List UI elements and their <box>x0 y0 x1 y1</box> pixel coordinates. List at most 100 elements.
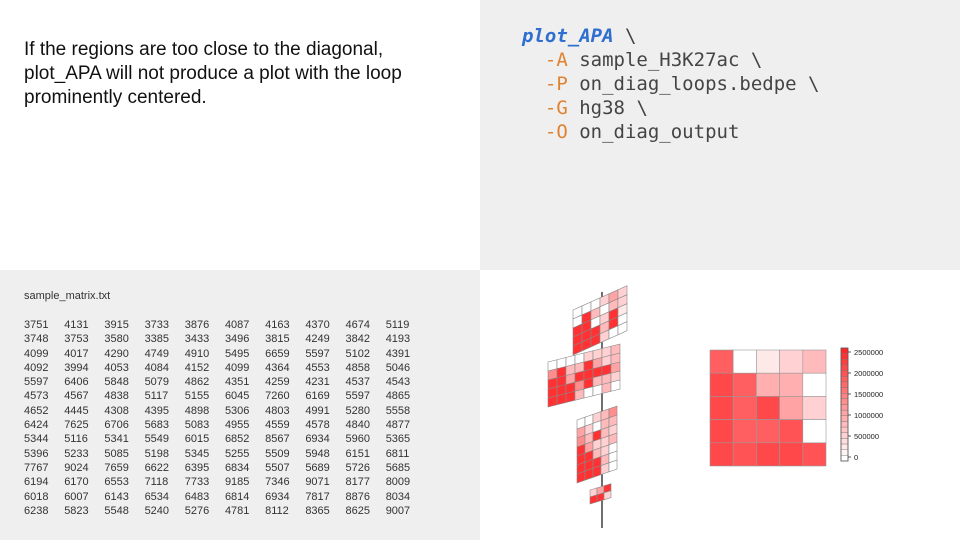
matrix-cell: 5365 <box>385 433 411 446</box>
colorbar-step <box>840 364 849 371</box>
colorbar-step <box>840 370 849 377</box>
matrix-cell: 4910 <box>184 347 210 360</box>
colorbar-step <box>840 426 849 433</box>
matrix-cell: 4865 <box>385 390 411 403</box>
apa-heatmap-cell <box>732 396 757 420</box>
matrix-cell: 4553 <box>305 361 330 374</box>
matrix-cell: 4193 <box>385 333 411 346</box>
matrix-cell: 6553 <box>104 476 129 489</box>
matrix-cell: 6169 <box>305 390 330 403</box>
apa-heatmap-cell <box>709 372 734 397</box>
matrix-cell: 4559 <box>265 419 290 432</box>
flag-o: -O <box>544 121 568 143</box>
apa-heatmap-cell <box>709 396 734 420</box>
flag-p: -P <box>544 73 568 95</box>
apa-heatmap-cell <box>732 349 757 374</box>
apa-heatmap-cell <box>756 442 780 467</box>
colorbar-step <box>840 392 849 400</box>
matrix-cell: 4567 <box>64 390 89 403</box>
matrix-cell: 3496 <box>224 333 250 346</box>
arg-a-value: sample_H3K27ac <box>579 49 740 71</box>
matrix-cell: 5079 <box>144 376 170 389</box>
matrix-cell: 5597 <box>345 390 370 403</box>
matrix-cell: 5085 <box>104 447 129 460</box>
matrix-table: 3751 4131 3915 3733 3876 4087 4163 4370 4674 5119… <box>21 318 423 518</box>
colorbar-step <box>840 387 849 394</box>
command-panel: plot_APA \ -A sample_H3K27ac \ -P on_dia… <box>480 0 960 270</box>
matrix-cell: 4858 <box>345 361 370 374</box>
colorbar-step <box>840 449 849 456</box>
matrix-cell: 4092 <box>24 361 49 374</box>
matrix-cell: 5276 <box>184 504 210 517</box>
colorbar-tick-label: 1000000 <box>854 411 883 420</box>
arg-o-value: on_diag_output <box>579 121 740 143</box>
matrix-cell: 6534 <box>144 490 170 503</box>
diagonal-tile <box>610 379 621 392</box>
matrix-cell: 5683 <box>144 419 170 432</box>
colorbar-step <box>840 398 849 405</box>
matrix-cell: 6395 <box>184 461 210 474</box>
apa-heatmap-cell <box>802 442 827 467</box>
apa-heatmap-cell <box>802 419 827 444</box>
matrix-cell: 4351 <box>224 376 250 389</box>
matrix-cell: 6424 <box>24 419 49 432</box>
matrix-cell: 6143 <box>104 490 129 503</box>
matrix-cell: 3385 <box>144 333 170 346</box>
apa-heatmap-cell <box>779 419 804 444</box>
matrix-cell: 5548 <box>104 504 129 517</box>
matrix-cell: 5345 <box>184 447 210 460</box>
apa-heatmap-cell <box>779 349 804 374</box>
matrix-row: 6238 5823 5548 5240 5276 4781 8112 8365 8625 9007 <box>21 504 423 518</box>
apa-heatmap-cell <box>802 372 827 397</box>
apa-heatmap-cell <box>732 372 757 397</box>
matrix-cell: 6852 <box>224 433 250 446</box>
matrix-cell: 5960 <box>345 433 370 446</box>
matrix-cell: 6811 <box>385 447 410 460</box>
matrix-cell: 4308 <box>104 404 129 417</box>
matrix-cell: 6015 <box>184 433 210 446</box>
matrix-cell: 7625 <box>64 419 89 432</box>
apa-figure-panel: 2500000 2000000 1500000 1000000 500000 0 <box>480 270 960 540</box>
flag-a: -A <box>544 49 568 71</box>
matrix-cell: 8365 <box>305 504 330 517</box>
matrix-cell: 4445 <box>64 404 89 417</box>
matrix-cell: 5396 <box>24 447 49 460</box>
matrix-cell: 5558 <box>385 404 411 417</box>
matrix-cell: 5685 <box>385 461 411 474</box>
matrix-cell: 8625 <box>345 504 370 517</box>
diagonal-tile <box>583 386 594 399</box>
matrix-cell: 4898 <box>184 404 210 417</box>
matrix-cell: 8034 <box>385 490 411 503</box>
matrix-cell: 5495 <box>224 347 250 360</box>
colorbar-step <box>840 443 849 450</box>
matrix-cell: 6934 <box>305 433 330 446</box>
matrix-cell: 5083 <box>184 419 210 432</box>
matrix-cell: 3815 <box>265 333 290 346</box>
matrix-cell: 5341 <box>104 433 129 446</box>
colorbar-step <box>840 359 849 366</box>
matrix-cell: 8876 <box>345 490 370 503</box>
matrix-cell: 9071 <box>305 476 330 489</box>
matrix-cell: 7733 <box>184 476 210 489</box>
matrix-cell: 4840 <box>345 419 370 432</box>
matrix-cell: 4370 <box>305 319 330 331</box>
matrix-cell: 6045 <box>224 390 250 403</box>
matrix-cell: 6238 <box>24 504 49 517</box>
matrix-panel: sample_matrix.txt 3751 4131 3915 3733 3876 40… <box>0 270 480 540</box>
matrix-cell: 5509 <box>265 447 290 460</box>
matrix-cell: 5344 <box>24 433 49 446</box>
matrix-row: 4652 4445 4308 4395 4898 5306 4803 4991 5280 5558 <box>21 404 423 418</box>
matrix-cell: 7346 <box>265 476 290 489</box>
matrix-cell: 4017 <box>64 347 89 360</box>
matrix-cell: 5726 <box>345 461 370 474</box>
matrix-cell: 4395 <box>144 404 170 417</box>
command-name: plot_APA <box>522 25 614 47</box>
matrix-cell: 6622 <box>144 461 170 474</box>
matrix-cell: 3733 <box>144 319 170 331</box>
matrix-cell: 3580 <box>104 333 129 346</box>
colorbar-tick-label: 1500000 <box>854 390 883 399</box>
apa-heatmap-cell <box>802 349 827 374</box>
apa-heatmap-cell <box>756 349 780 374</box>
matrix-cell: 4838 <box>104 390 129 403</box>
matrix-cell: 4391 <box>385 347 411 360</box>
